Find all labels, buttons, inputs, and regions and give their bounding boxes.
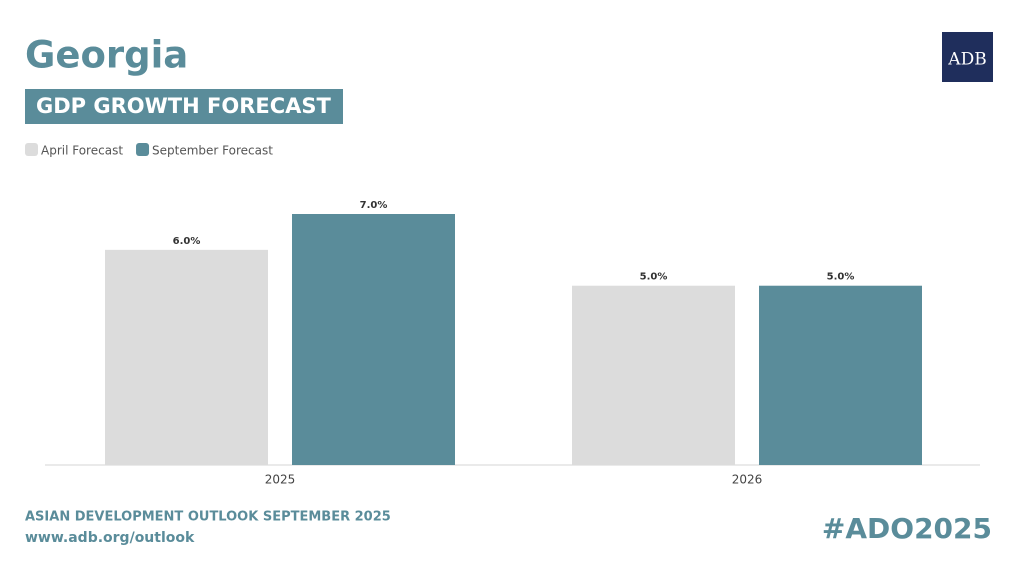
footer-title: ASIAN DEVELOPMENT OUTLOOK SEPTEMBER 2025 xyxy=(25,510,391,525)
legend-swatch xyxy=(136,143,150,156)
logo-box xyxy=(942,32,993,82)
bar xyxy=(759,285,922,465)
value-label: 5.0% xyxy=(827,272,855,283)
hashtag: #ADO2025 xyxy=(822,512,992,545)
legend-swatch xyxy=(25,143,38,156)
bar xyxy=(105,249,268,465)
value-label: 5.0% xyxy=(640,272,668,283)
legend-label: September Forecast xyxy=(152,144,273,158)
footer-url: www.adb.org/outlook xyxy=(25,530,195,546)
x-tick-label: 2026 xyxy=(732,473,763,487)
chart-subtitle: GDP GROWTH FORECAST xyxy=(36,94,332,118)
bar xyxy=(572,285,735,465)
x-tick-label: 2025 xyxy=(265,473,296,487)
value-label: 6.0% xyxy=(173,236,201,247)
value-label: 7.0% xyxy=(360,200,388,211)
logo: ADB xyxy=(947,50,986,70)
legend-label: April Forecast xyxy=(41,144,123,158)
subtitle-box xyxy=(25,89,343,124)
chart-title: Georgia xyxy=(25,34,188,77)
bar xyxy=(292,214,455,465)
